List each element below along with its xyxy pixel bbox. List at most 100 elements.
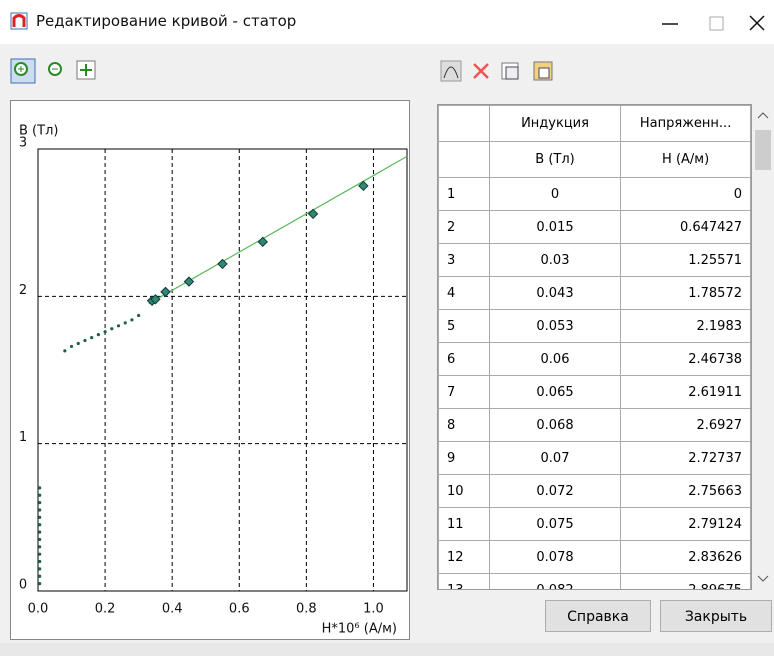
y-tick-label: 3 — [19, 136, 27, 151]
status-bar — [0, 643, 774, 656]
plot-frame — [38, 149, 407, 591]
row-number: 12 — [439, 541, 490, 574]
column-header: Напряженн... — [621, 106, 751, 142]
window-controls[interactable] — [650, 10, 770, 36]
x-tick-label: 0.4 — [162, 602, 183, 617]
point — [77, 342, 80, 345]
cell: 0.06 — [489, 343, 620, 376]
point — [70, 345, 73, 348]
x-tick-label: 0.8 — [296, 602, 317, 617]
point — [63, 349, 66, 352]
cell: 2.1983 — [621, 310, 751, 343]
point — [38, 538, 41, 541]
chart: B (Тл)H*10⁶ (А/м)01230.00.20.40.60.81.0 — [11, 101, 409, 639]
cell: 0.043 — [489, 277, 620, 310]
cell: 2.61911 — [621, 376, 751, 409]
point — [110, 327, 113, 330]
row-number: 4 — [439, 277, 490, 310]
cell: 0.072 — [489, 475, 620, 508]
point — [38, 508, 41, 511]
app-icon — [10, 12, 28, 30]
row-number: 11 — [439, 508, 490, 541]
column-unit: B (Тл) — [489, 142, 620, 178]
table-row[interactable]: B (Тл)H (А/м) — [439, 142, 751, 178]
table-toolbar[interactable] — [440, 58, 580, 86]
cell: 0.07 — [489, 442, 620, 475]
cell: 0.065 — [489, 376, 620, 409]
point — [38, 530, 41, 533]
cell: 2.72737 — [621, 442, 751, 475]
point — [38, 560, 41, 563]
cell: 2.75663 — [621, 475, 751, 508]
cell: 0.03 — [489, 244, 620, 277]
cell: 1.78572 — [621, 277, 751, 310]
point — [38, 516, 41, 519]
y-tick-label: 2 — [19, 283, 27, 298]
row-number: 5 — [439, 310, 490, 343]
point — [38, 486, 41, 489]
row-number: 13 — [439, 574, 490, 591]
point — [38, 523, 41, 526]
x-tick-label: 1.0 — [363, 602, 384, 617]
close-button[interactable]: Закрыть — [660, 600, 772, 632]
point — [103, 330, 106, 333]
cell: 2.46738 — [621, 343, 751, 376]
point — [130, 318, 133, 321]
point — [38, 582, 41, 585]
point — [161, 287, 170, 296]
point — [117, 324, 120, 327]
title-bar: Редактирование кривой - статор — [0, 0, 774, 44]
point — [38, 494, 41, 497]
point — [38, 567, 41, 570]
point — [137, 314, 140, 317]
point — [124, 321, 127, 324]
chart-toolbar[interactable] — [10, 58, 130, 86]
x-tick-label: 0.0 — [28, 602, 49, 617]
cell: 0.015 — [489, 211, 620, 244]
x-tick-label: 0.6 — [229, 602, 250, 617]
cell: 2.6927 — [621, 409, 751, 442]
point — [97, 333, 100, 336]
row-number: 10 — [439, 475, 490, 508]
x-axis-label: H*10⁶ (А/м) — [322, 622, 397, 637]
point — [38, 501, 41, 504]
row-number: 1 — [439, 178, 490, 211]
x-tick-label: 0.2 — [95, 602, 116, 617]
cell: 0.068 — [489, 409, 620, 442]
corner-cell — [439, 106, 490, 142]
point — [218, 259, 227, 268]
point — [258, 237, 267, 246]
cell: 0.647427 — [621, 211, 751, 244]
row-number: 3 — [439, 244, 490, 277]
cell: 0 — [489, 178, 620, 211]
point — [309, 209, 318, 218]
cell: 2.83626 — [621, 541, 751, 574]
dialog: Редактирование кривой - статор B (Тл) H*1… — [0, 0, 774, 656]
column-unit: H (А/м) — [621, 142, 751, 178]
y-tick-label: 1 — [19, 430, 27, 445]
cell: 0.053 — [489, 310, 620, 343]
scrollbar[interactable] — [752, 104, 774, 590]
column-header: Индукция — [489, 106, 620, 142]
point — [90, 336, 93, 339]
cell: 0.082 — [489, 574, 620, 591]
point — [38, 575, 41, 578]
cell: 2.79124 — [621, 508, 751, 541]
help-button[interactable]: Справка — [545, 600, 651, 632]
